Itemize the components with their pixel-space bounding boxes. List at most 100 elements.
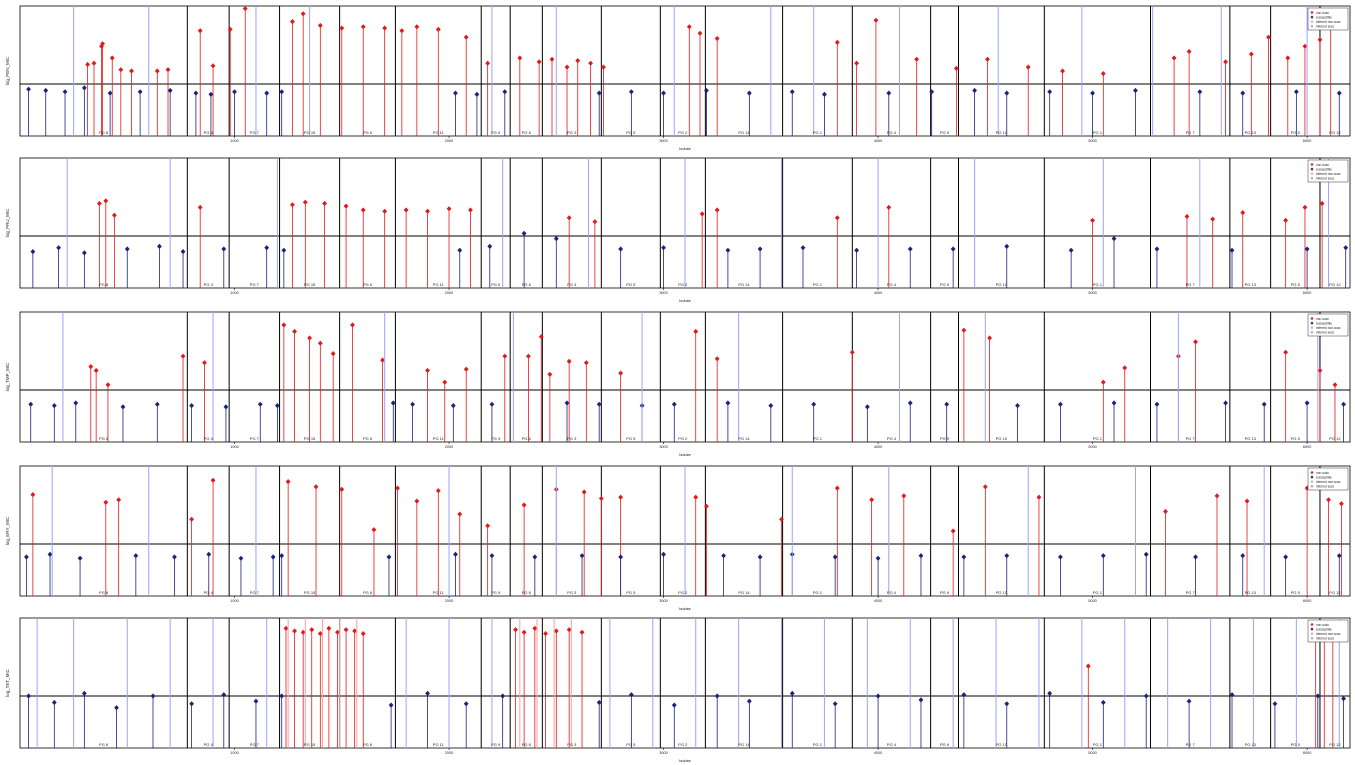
region-label: PG 6 (522, 130, 532, 135)
x-tick-label: 2000 (445, 599, 453, 603)
x-tick-label: 1000 (230, 139, 238, 143)
data-point (1058, 554, 1063, 560)
region-label: PG 14 (738, 436, 750, 441)
data-point (886, 90, 892, 96)
legend-marker (1310, 10, 1314, 15)
region-label: PG 5 (1291, 590, 1301, 595)
data-point (1015, 403, 1020, 409)
legend-box (1307, 467, 1349, 491)
legend-label: inferred susc (1316, 177, 1335, 181)
data-point (189, 516, 195, 522)
data-point (414, 24, 420, 30)
data-point (290, 202, 295, 208)
data-point (81, 85, 87, 91)
x-tick-label: 3000 (659, 751, 667, 755)
legend-marker (1310, 484, 1314, 488)
legend-label: inferred susc (1316, 637, 1335, 641)
data-point (403, 207, 409, 213)
data-point (596, 401, 602, 407)
legend-label: inferred susc (1316, 331, 1335, 335)
region-label: PG 4 (887, 742, 897, 747)
data-point (532, 554, 538, 560)
data-point (1004, 553, 1010, 559)
region-label: PG 12 (1329, 282, 1341, 287)
data-point (1058, 401, 1063, 407)
data-point (686, 24, 692, 30)
data-point (901, 493, 907, 499)
data-point (193, 90, 199, 96)
data-point (81, 250, 87, 256)
legend-marker (1310, 475, 1314, 479)
data-point (854, 60, 860, 66)
region-label: PG 13 (1245, 130, 1257, 135)
region-label: PG 7 (250, 590, 260, 595)
data-point (1068, 247, 1074, 253)
data-point (1133, 87, 1138, 94)
data-point (253, 698, 259, 704)
data-point (800, 245, 806, 251)
region-label: PG 12 (1329, 436, 1341, 441)
data-point (1143, 551, 1149, 557)
data-point (553, 628, 559, 634)
data-point (380, 357, 385, 363)
region-label: PG 3 (567, 130, 577, 135)
region-label: PG 12 (1329, 590, 1341, 595)
data-point (1193, 554, 1198, 560)
data-point (918, 553, 924, 559)
data-point (463, 366, 469, 372)
legend-marker (1310, 172, 1314, 176)
x-axis-label: Isolate (679, 452, 692, 457)
data-point (521, 230, 527, 236)
legend-marker (1310, 176, 1314, 180)
data-point (566, 627, 572, 633)
data-point (1317, 367, 1323, 374)
data-point (985, 56, 990, 62)
data-point (661, 90, 666, 96)
region-label: PG 5 (1291, 436, 1301, 441)
data-point (1025, 64, 1031, 70)
data-point (47, 551, 53, 557)
data-point (339, 486, 345, 492)
data-point (822, 91, 827, 97)
region-label: PG 14 (738, 742, 750, 747)
data-point (197, 28, 203, 34)
data-point (270, 554, 276, 560)
data-point (371, 527, 377, 533)
legend-label: non-susc (1316, 317, 1329, 321)
region-label: PG 11 (433, 590, 445, 595)
data-point (26, 693, 31, 699)
data-point (1004, 90, 1010, 96)
x-tick-label: 1000 (230, 751, 238, 755)
data-point (579, 629, 585, 635)
x-tick-label: 6000 (1303, 751, 1311, 755)
data-point (91, 60, 97, 66)
data-point (1304, 485, 1310, 491)
data-point (886, 204, 892, 210)
data-point (583, 360, 589, 366)
legend-marker (1310, 632, 1314, 636)
region-label: PG 13 (1245, 282, 1257, 287)
data-point (1060, 68, 1065, 74)
region-label: PG 15 (304, 590, 316, 595)
x-tick-label: 1000 (230, 291, 238, 295)
data-point (588, 60, 594, 66)
data-point (1240, 553, 1246, 559)
region-label: PG 5 (626, 742, 636, 747)
data-point (834, 39, 840, 45)
data-point (457, 511, 463, 517)
panel-4: PG 8 PG 4 PG 7 PG 15 PG 6 PG 11 PG 9 PG 6 PG 3 PG… (5, 465, 1351, 611)
data-point (1317, 37, 1323, 43)
data-point (757, 554, 763, 560)
region-label: PG 14 (738, 590, 750, 595)
data-point (628, 89, 634, 95)
region-label: PG 9 (491, 130, 501, 135)
data-point (1163, 508, 1168, 515)
data-point (628, 692, 634, 698)
data-point (564, 400, 570, 406)
region-label: PG 9 (491, 590, 501, 595)
data-point (714, 207, 720, 213)
data-point (339, 25, 345, 31)
y-axis-label: log_TMP_MIC (5, 362, 10, 392)
data-point (1085, 663, 1091, 669)
data-point (118, 67, 124, 73)
